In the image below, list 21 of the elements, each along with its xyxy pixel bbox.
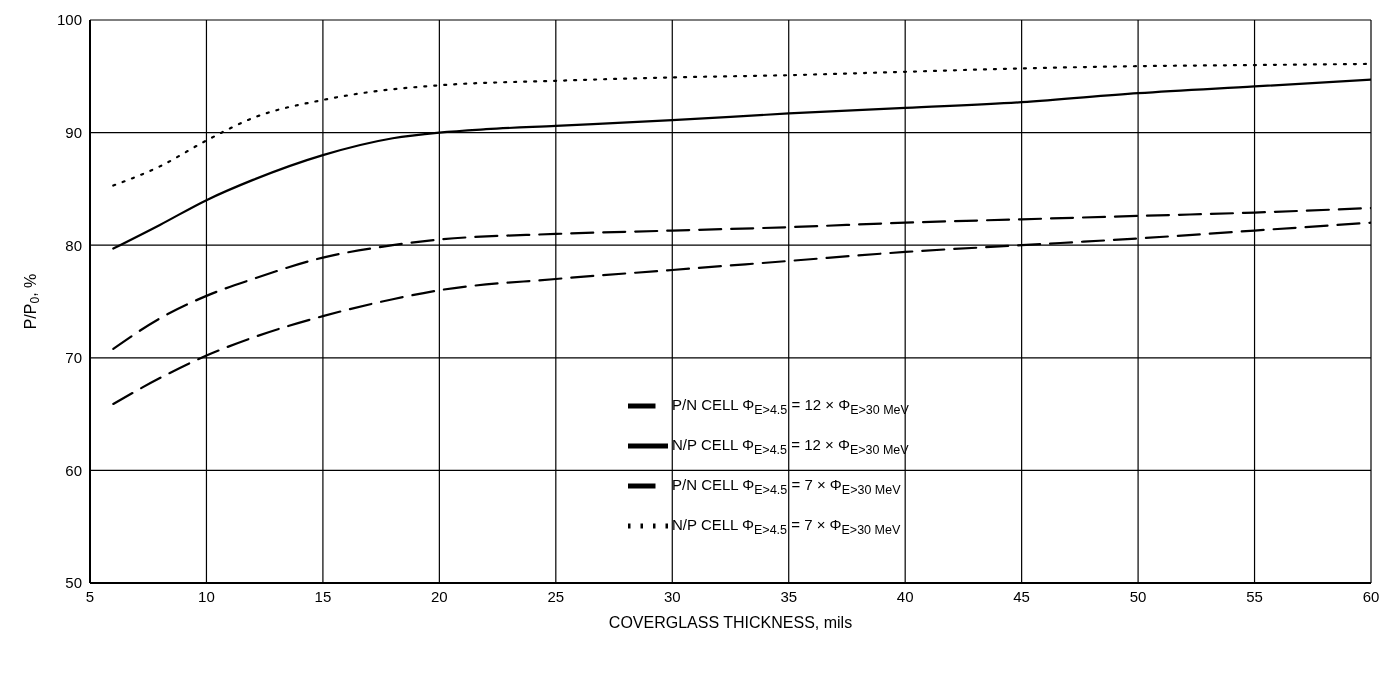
x-tick-label: 20 [431,587,448,605]
y-tick-label: 80 [65,236,82,254]
x-tick-label: 35 [780,587,798,605]
x-tick-label: 15 [314,587,332,605]
y-tick-label: 100 [56,11,82,29]
x-tick-label: 40 [896,587,914,605]
y-tick-label: 70 [65,349,82,367]
x-tick-label: 30 [663,587,681,605]
x-tick-label: 50 [1129,587,1147,605]
x-tick-label: 25 [547,587,565,605]
x-tick-label: 55 [1246,587,1263,605]
x-tick-label: 45 [1013,587,1030,605]
y-tick-label: 60 [65,461,82,479]
x-tick-label: 5 [85,587,95,605]
y-tick-label: 50 [65,574,82,592]
legend-label: P/N CELL Φ$_{E>4.5}$ = 7 × Φ$_{E>30 MeV}$ [672,475,901,497]
legend-label: N/P CELL Φ$_{E>4.5}$ = 7 × Φ$_{E>30 MeV}$ [672,515,901,537]
x-tick-label: 60 [1362,587,1380,605]
x-axis-title: COVERGLASS THICKNESS, mils [608,614,853,631]
y-tick-label: 90 [65,123,82,141]
x-tick-label: 10 [198,587,215,605]
